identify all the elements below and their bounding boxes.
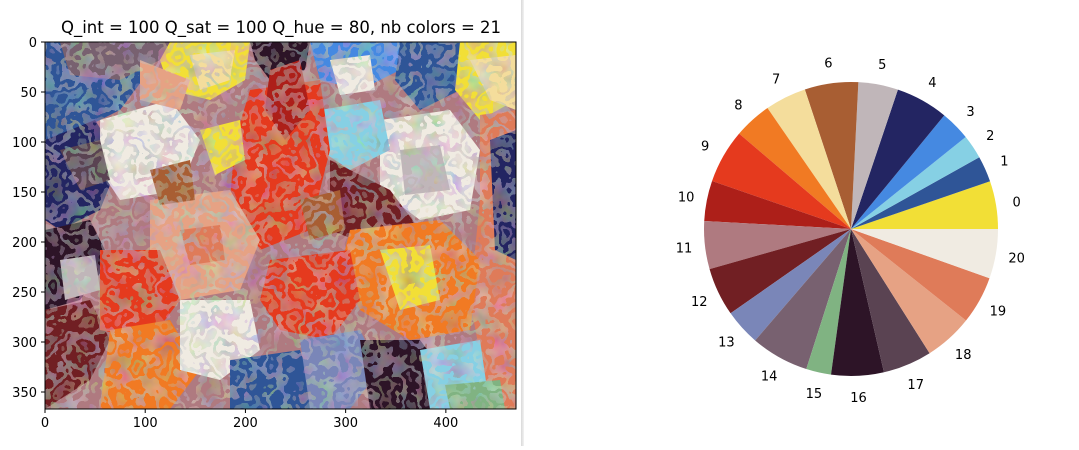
pie-slice-1	[851, 157, 991, 229]
pie-label-8: 8	[734, 98, 742, 113]
heatmap-y-tick-label: 50	[20, 86, 37, 101]
pie-slices	[704, 81, 999, 376]
pie-slice-8	[739, 108, 851, 229]
pie-label-5: 5	[878, 58, 886, 73]
pie-slice-9	[712, 133, 851, 229]
pie-slice-12	[709, 229, 851, 314]
pie-slice-15	[806, 229, 851, 375]
heatmap-title: Q_int = 100 Q_sat = 100 Q_hue = 80, nb c…	[61, 18, 501, 38]
pie-slice-6	[804, 81, 859, 229]
heatmap-x-tick-label: 300	[333, 416, 358, 431]
pie-slice-16	[831, 229, 884, 376]
pie-slice-18	[851, 229, 967, 354]
pie-label-1: 1	[1000, 154, 1008, 169]
heatmap-y-tick-label: 300	[12, 336, 37, 351]
heatmap-y-tick-label: 100	[12, 136, 37, 151]
pie-label-2: 2	[986, 129, 994, 144]
pie-slice-11	[704, 220, 851, 270]
quantized-image-plot: Q_int = 100 Q_sat = 100 Q_hue = 80, nb c…	[12, 18, 517, 431]
panel-divider[interactable]	[521, 0, 524, 446]
heatmap-y-tick-label: 200	[12, 236, 37, 251]
pie-label-0: 0	[1013, 195, 1021, 210]
pie-label-15: 15	[806, 387, 823, 402]
heatmap-y-tick-label: 250	[12, 286, 37, 301]
heatmap-x-tick-label: 200	[233, 416, 258, 431]
pie-label-3: 3	[966, 105, 974, 120]
pie-slice-4	[851, 89, 945, 230]
heatmap-x-ticks: 0 100 200 300 400	[41, 409, 458, 431]
pie-slice-17	[851, 229, 930, 373]
heatmap-x-tick-label: 400	[433, 416, 458, 431]
heatmap-y-tick-label: 0	[29, 36, 37, 51]
pie-label-12: 12	[691, 295, 708, 310]
pie-slice-0	[851, 181, 999, 229]
pie-label-10: 10	[678, 191, 695, 206]
heatmap-y-ticks: 0 50 100 150 200 250 300 350	[12, 36, 45, 401]
pie-slice-13	[730, 229, 851, 341]
pie-label-19: 19	[990, 305, 1007, 320]
pie-label-4: 4	[928, 76, 936, 91]
pie-slice-10	[704, 181, 851, 229]
pie-slice-14	[755, 229, 851, 370]
pie-label-17: 17	[907, 378, 924, 393]
pie-label-14: 14	[761, 370, 778, 385]
heatmap-y-tick-label: 350	[12, 386, 37, 401]
pie-slice-19	[851, 229, 990, 321]
pie-slice-2	[851, 137, 980, 229]
pie-label-7: 7	[772, 73, 780, 88]
palette-pie-panel: 0 1 2 3 4 5 6 7 8 9 10 11 12 13 14 15 16 17 18 19 20	[524, 0, 1079, 446]
quantized-image	[45, 42, 516, 409]
heatmap-y-tick-label: 150	[12, 186, 37, 201]
pie-slice-7	[767, 89, 851, 229]
pie-label-11: 11	[676, 242, 693, 257]
pie-label-16: 16	[850, 391, 867, 406]
heatmap-x-tick-label: 100	[133, 416, 158, 431]
pie-label-20: 20	[1008, 252, 1025, 267]
pie-label-18: 18	[955, 348, 972, 363]
pie-slice-20	[851, 229, 998, 279]
quantized-image-panel: Q_int = 100 Q_sat = 100 Q_hue = 80, nb c…	[0, 0, 521, 446]
pie-label-9: 9	[701, 140, 709, 155]
pie-slice-3	[851, 115, 966, 229]
heatmap-x-tick-label: 0	[41, 416, 49, 431]
pie-slice-5	[851, 82, 898, 230]
pie-label-6: 6	[824, 57, 832, 72]
pie-label-13: 13	[718, 336, 735, 351]
